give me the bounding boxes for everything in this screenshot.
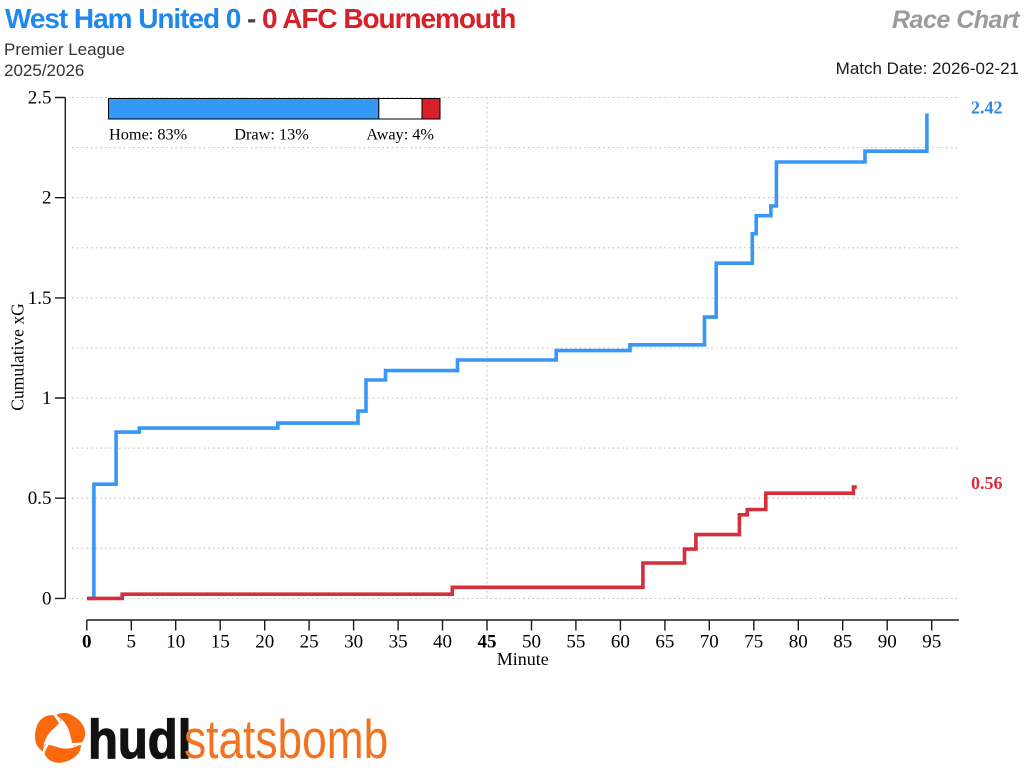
svg-text:25: 25 (300, 632, 319, 653)
svg-text:85: 85 (833, 632, 852, 653)
svg-text:0: 0 (42, 588, 52, 609)
svg-text:80: 80 (789, 632, 808, 653)
svg-text:55: 55 (566, 632, 585, 653)
svg-text:0.56: 0.56 (971, 473, 1003, 493)
svg-text:70: 70 (700, 632, 719, 653)
svg-text:90: 90 (878, 632, 897, 653)
svg-text:95: 95 (922, 632, 941, 653)
svg-text:10: 10 (166, 632, 185, 653)
svg-text:45: 45 (478, 632, 497, 653)
svg-text:60: 60 (611, 632, 630, 653)
svg-text:2.5: 2.5 (28, 88, 52, 109)
svg-text:Minute: Minute (497, 649, 549, 669)
svg-text:Away: 4%: Away: 4% (366, 125, 434, 144)
svg-text:40: 40 (433, 632, 452, 653)
svg-text:1.5: 1.5 (28, 288, 52, 309)
svg-text:2.42: 2.42 (971, 98, 1003, 118)
svg-text:1: 1 (42, 388, 52, 409)
svg-text:0: 0 (82, 632, 92, 653)
svg-text:0.5: 0.5 (28, 488, 52, 509)
svg-text:75: 75 (744, 632, 763, 653)
svg-text:Cumulative xG: Cumulative xG (8, 303, 28, 411)
svg-text:5: 5 (127, 632, 137, 653)
svg-text:35: 35 (389, 632, 408, 653)
svg-text:65: 65 (655, 632, 674, 653)
svg-text:30: 30 (344, 632, 363, 653)
svg-text:2: 2 (42, 188, 52, 209)
svg-text:Draw: 13%: Draw: 13% (234, 125, 309, 144)
svg-text:Home: 83%: Home: 83% (109, 125, 187, 144)
svg-text:20: 20 (255, 632, 274, 653)
svg-text:50: 50 (522, 632, 541, 653)
svg-text:15: 15 (211, 632, 230, 653)
